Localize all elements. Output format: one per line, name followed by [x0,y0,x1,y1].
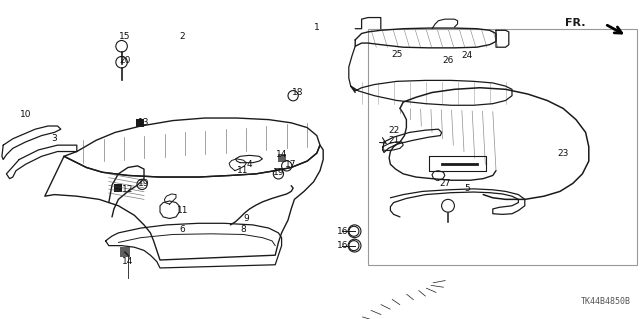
Text: 27: 27 [439,179,451,188]
Text: 20: 20 [119,56,131,65]
Bar [278,154,285,162]
Text: 4: 4 [247,160,252,169]
Text: 14: 14 [122,257,134,266]
Text: 18: 18 [292,88,303,97]
Text: 1: 1 [314,23,319,32]
Text: 3: 3 [52,134,57,143]
Text: 14: 14 [276,150,287,159]
Text: 16: 16 [337,241,348,250]
Text: 19: 19 [273,168,284,177]
Text: 21: 21 [388,136,399,145]
Text: 9: 9 [244,214,249,223]
Text: 26: 26 [442,56,454,65]
Bar [115,184,122,192]
Text: 24: 24 [461,51,473,60]
Bar [120,247,130,257]
Text: 8: 8 [241,225,246,234]
Text: 6: 6 [180,225,185,234]
Text: 17: 17 [285,160,297,169]
Text: 11: 11 [177,206,188,215]
Bar [368,29,637,265]
Text: 23: 23 [557,149,569,158]
Text: 5: 5 [465,184,470,193]
Text: 22: 22 [388,126,399,135]
Text: 2: 2 [180,32,185,41]
Text: 13: 13 [138,118,150,127]
Text: TK44B4850B: TK44B4850B [580,297,630,306]
Text: 16: 16 [337,227,348,236]
Text: 19: 19 [138,179,150,188]
Text: FR.: FR. [565,18,586,27]
Bar [136,119,143,127]
Text: 10: 10 [20,110,31,119]
Text: 15: 15 [119,32,131,41]
Text: 11: 11 [237,166,249,175]
Text: 12: 12 [122,185,134,194]
Text: 25: 25 [391,50,403,59]
